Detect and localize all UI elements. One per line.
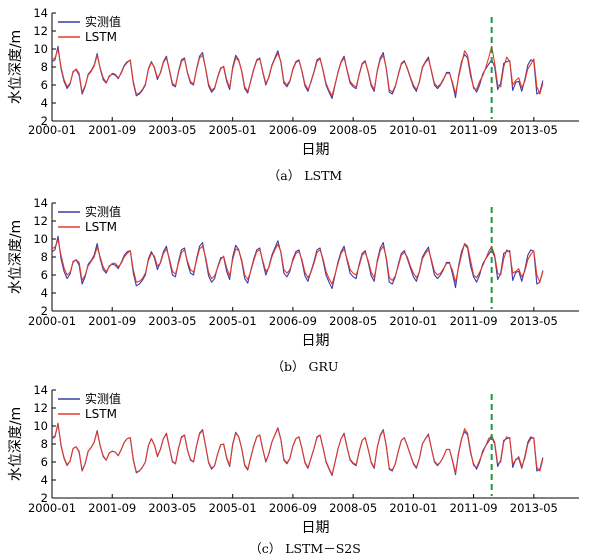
predicted-line bbox=[51, 239, 544, 285]
y-tick-label: 12 bbox=[33, 401, 48, 415]
x-tick-label: 2003-05 bbox=[148, 123, 196, 137]
legend-label: 实测值 bbox=[85, 14, 121, 29]
x-axis-title: 日期 bbox=[302, 142, 330, 158]
x-tick-label: 2008-05 bbox=[329, 501, 377, 515]
x-tick-label: 2010-01 bbox=[389, 314, 437, 328]
panel-caption: （a） LSTM bbox=[268, 168, 343, 183]
x-tick-label: 2011-09 bbox=[450, 123, 498, 137]
y-tick-label: 8 bbox=[41, 437, 48, 451]
legend-label: LSTM bbox=[85, 407, 117, 421]
legend-label: 实测值 bbox=[85, 204, 121, 219]
y-tick-label: 10 bbox=[33, 42, 48, 56]
predicted-line bbox=[51, 423, 544, 476]
x-tick-label: 2008-05 bbox=[329, 314, 377, 328]
x-tick-label: 2000-01 bbox=[28, 314, 76, 328]
y-tick-label: 4 bbox=[41, 286, 48, 300]
observed-line bbox=[51, 45, 544, 100]
legend-label: LSTM bbox=[85, 30, 117, 44]
y-tick-label: 4 bbox=[41, 96, 48, 110]
y-tick-label: 14 bbox=[33, 6, 48, 20]
x-tick-label: 2006-09 bbox=[269, 501, 317, 515]
y-axis-title: 水位深度/m bbox=[8, 407, 24, 481]
observed-line bbox=[51, 422, 544, 477]
chart-panel-1: 2 4 6 8 10 12 14 2000-01 2001-09 2003-05 2005-01 20… bbox=[8, 6, 579, 183]
x-tick-label: 2008-05 bbox=[329, 123, 377, 137]
x-tick-label: 2003-05 bbox=[148, 314, 196, 328]
panel-caption: （b） GRU bbox=[272, 359, 339, 374]
y-axis-title: 水位深度/m bbox=[8, 220, 24, 294]
y-tick-label: 6 bbox=[41, 78, 48, 92]
x-tick-label: 2000-01 bbox=[28, 123, 76, 137]
y-tick-label: 2 bbox=[41, 304, 48, 318]
x-tick-label: 2010-01 bbox=[389, 123, 437, 137]
x-tick-label: 2005-01 bbox=[209, 123, 257, 137]
y-tick-label: 14 bbox=[33, 196, 48, 210]
x-tick-label: 2001-09 bbox=[88, 123, 136, 137]
x-tick-label: 2011-09 bbox=[450, 314, 498, 328]
x-axis-title: 日期 bbox=[302, 333, 330, 349]
y-tick-label: 12 bbox=[33, 24, 48, 38]
panel-caption: （c） LSTM－S2S bbox=[249, 541, 361, 556]
legend-label: LSTM bbox=[85, 220, 117, 234]
x-tick-label: 2006-09 bbox=[269, 123, 317, 137]
y-tick-label: 8 bbox=[41, 60, 48, 74]
x-tick-label: 2013-05 bbox=[510, 314, 558, 328]
x-tick-label: 2003-05 bbox=[148, 501, 196, 515]
y-axis-title: 水位深度/m bbox=[8, 30, 24, 104]
x-tick-label: 2001-09 bbox=[88, 501, 136, 515]
y-tick-label: 6 bbox=[41, 455, 48, 469]
y-tick-label: 8 bbox=[41, 250, 48, 264]
x-tick-label: 2001-09 bbox=[88, 314, 136, 328]
y-tick-label: 2 bbox=[41, 491, 48, 505]
x-tick-label: 2006-09 bbox=[269, 314, 317, 328]
predicted-line bbox=[51, 45, 544, 97]
y-tick-label: 4 bbox=[41, 473, 48, 487]
x-tick-label: 2005-01 bbox=[209, 501, 257, 515]
x-tick-label: 2010-01 bbox=[389, 501, 437, 515]
y-tick-label: 2 bbox=[41, 114, 48, 128]
x-tick-label: 2011-09 bbox=[450, 501, 498, 515]
x-tick-label: 2005-01 bbox=[209, 314, 257, 328]
y-tick-label: 10 bbox=[33, 419, 48, 433]
chart-panel-3: 2 4 6 8 10 12 14 2000-01 2001-09 2003-05 2005-01 20… bbox=[8, 383, 579, 556]
chart-panel-2: 2 4 6 8 10 12 14 2000-01 2001-09 2003-05 2005-01 20… bbox=[8, 196, 579, 374]
x-tick-label: 2013-05 bbox=[510, 501, 558, 515]
y-tick-label: 14 bbox=[33, 383, 48, 397]
x-axis-title: 日期 bbox=[302, 520, 330, 536]
x-tick-label: 2013-05 bbox=[510, 123, 558, 137]
observed-line bbox=[51, 235, 544, 290]
legend-label: 实测值 bbox=[85, 391, 121, 406]
y-tick-label: 6 bbox=[41, 268, 48, 282]
y-tick-label: 10 bbox=[33, 232, 48, 246]
x-tick-label: 2000-01 bbox=[28, 501, 76, 515]
y-tick-label: 12 bbox=[33, 214, 48, 228]
